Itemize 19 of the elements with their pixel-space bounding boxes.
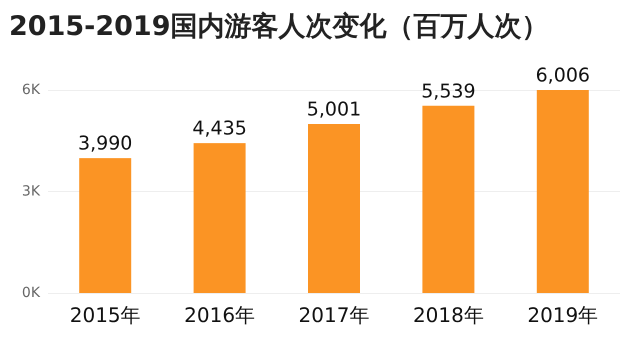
bar: [308, 124, 360, 293]
data-label: 3,990: [78, 132, 132, 155]
x-tick-label: 2018年: [412, 303, 484, 327]
data-label: 5,001: [306, 98, 362, 120]
y-tick-label: 6K: [22, 82, 41, 98]
bar: [79, 158, 132, 293]
x-tick-label: 2016年: [184, 303, 256, 327]
y-tick-label: 0K: [22, 285, 41, 301]
bar: [194, 143, 246, 293]
bar: [536, 90, 589, 293]
x-tick-label: 2019年: [527, 303, 598, 327]
bar: [422, 106, 474, 293]
data-label: 5,539: [421, 80, 476, 102]
data-label: 6,006: [536, 64, 590, 86]
x-tick-label: 2015年: [70, 303, 141, 327]
data-label: 4,435: [192, 118, 247, 140]
y-tick-label: 3K: [22, 184, 41, 200]
chart-title: 2015-2019国内游客人次变化（百万人次）: [9, 11, 548, 42]
x-tick-label: 2017年: [298, 303, 370, 327]
